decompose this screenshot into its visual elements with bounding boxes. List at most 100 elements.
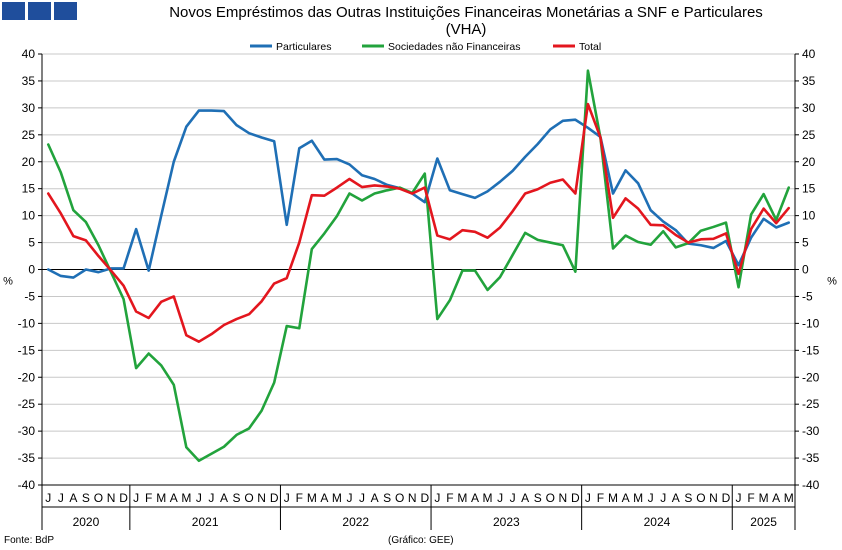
axes: -40 -40 -35 -35 -30 -30 -25 -25 -20 -20 -15 -15 -10 -… [3, 47, 837, 530]
x-tick-label-month: J [133, 491, 139, 505]
x-tick-label-month: M [784, 491, 794, 505]
y-tick-label-right: 35 [802, 74, 816, 88]
x-tick-label-year: 2023 [493, 515, 520, 529]
y-tick-label-left: -15 [18, 343, 36, 357]
y-tick-label-left: 10 [22, 209, 36, 223]
x-tick-label-month: S [233, 491, 241, 505]
y-tick-label-right: -30 [802, 424, 820, 438]
y-tick-label-right: 15 [802, 182, 816, 196]
x-tick-label-month: F [747, 491, 754, 505]
x-tick-label-month: J [736, 491, 742, 505]
legend-label: Total [579, 41, 601, 53]
y-tick-label-right: 40 [802, 47, 816, 61]
x-tick-label-month: J [196, 491, 202, 505]
y-tick-label-right: 10 [802, 209, 816, 223]
x-tick-label-month: A [772, 491, 780, 505]
y-tick-label-right: 25 [802, 128, 816, 142]
y-tick-label-left: -20 [18, 370, 36, 384]
x-tick-label-month: D [270, 491, 279, 505]
x-tick-label-month: A [69, 491, 77, 505]
x-tick-label-month: N [107, 491, 116, 505]
logo-block [2, 2, 25, 20]
x-tick-label-month: J [58, 491, 64, 505]
x-tick-label-month: N [257, 491, 266, 505]
x-tick-label-month: O [94, 491, 103, 505]
x-tick-label-month: J [648, 491, 654, 505]
y-tick-label-right: 20 [802, 155, 816, 169]
y-tick-label-left: 0 [28, 263, 35, 277]
y-tick-label-right: -25 [802, 397, 820, 411]
series-line-sociedades-n-o-financeiras [46, 69, 791, 463]
x-tick-label-month: A [320, 491, 328, 505]
y-axis-unit-left: % [3, 276, 13, 288]
x-tick-label-month: F [446, 491, 453, 505]
x-tick-label-month: O [696, 491, 705, 505]
chart-title-line1: Novos Empréstimos das Outras Instituiçõe… [169, 4, 763, 21]
x-tick-label-month: M [759, 491, 769, 505]
logo-block [28, 2, 51, 20]
x-tick-label-month: A [471, 491, 479, 505]
x-tick-label-month: A [672, 491, 680, 505]
x-tick-label-month: N [709, 491, 718, 505]
x-tick-label-month: F [296, 491, 303, 505]
legend-label: Sociedades não Financeiras [388, 41, 521, 53]
chart-title: Novos Empréstimos das Outras Instituiçõe… [0, 4, 842, 38]
series-line-total [46, 102, 791, 343]
y-tick-label-left: 25 [22, 128, 36, 142]
y-tick-label-right: -15 [802, 343, 820, 357]
x-tick-label-year: 2024 [644, 515, 671, 529]
x-tick-label-month: J [284, 491, 290, 505]
x-tick-label-month: F [597, 491, 604, 505]
x-tick-label-month: J [208, 491, 214, 505]
y-tick-label-right: -5 [802, 289, 813, 303]
x-tick-label-month: S [684, 491, 692, 505]
x-tick-label-month: N [408, 491, 417, 505]
brand-logo [2, 2, 77, 20]
y-tick-label-right: -40 [802, 478, 820, 492]
y-tick-label-left: -35 [18, 451, 36, 465]
line-chart: -40 -40 -35 -35 -30 -30 -25 -25 -20 -20 -15 -15 -10 -… [3, 41, 837, 530]
source-note: Fonte: BdP [4, 535, 55, 546]
y-tick-label-right: -35 [802, 451, 820, 465]
credit-note: (Gráfico: GEE) [388, 535, 454, 546]
x-tick-label-year: 2021 [192, 515, 219, 529]
x-tick-label-month: O [244, 491, 253, 505]
x-tick-label-month: D [722, 491, 731, 505]
y-tick-label-left: -30 [18, 424, 36, 438]
x-tick-label-month: A [521, 491, 529, 505]
y-tick-label-left: 40 [22, 47, 36, 61]
y-tick-label-left: 5 [28, 236, 35, 250]
x-tick-label-month: J [434, 491, 440, 505]
series-line-particulares [46, 109, 791, 279]
x-tick-label-month: D [571, 491, 580, 505]
y-tick-label-left: 20 [22, 155, 36, 169]
x-tick-label-month: M [608, 491, 618, 505]
x-tick-label-year: 2025 [750, 515, 777, 529]
x-tick-label-month: D [420, 491, 429, 505]
series-lines [46, 69, 791, 463]
x-tick-label-month: M [457, 491, 467, 505]
y-tick-label-right: -20 [802, 370, 820, 384]
y-tick-label-right: 5 [802, 236, 809, 250]
x-tick-label-month: S [534, 491, 542, 505]
x-tick-label-month: M [483, 491, 493, 505]
y-tick-label-right: -10 [802, 316, 820, 330]
y-tick-label-left: 30 [22, 101, 36, 115]
x-tick-label-month: O [546, 491, 555, 505]
x-tick-label-month: M [307, 491, 317, 505]
x-tick-label-month: S [383, 491, 391, 505]
y-tick-label-left: -25 [18, 397, 36, 411]
x-tick-label-month: J [346, 491, 352, 505]
x-tick-label-month: A [371, 491, 379, 505]
x-tick-label-month: A [170, 491, 178, 505]
legend: Particulares Sociedades não Financeiras To… [250, 41, 601, 53]
y-tick-label-left: -10 [18, 316, 36, 330]
x-tick-label-month: M [156, 491, 166, 505]
x-tick-label-month: M [633, 491, 643, 505]
y-tick-label-right: 30 [802, 101, 816, 115]
chart-title-line2: (VHA) [445, 21, 487, 38]
y-axis-unit-right: % [827, 276, 837, 288]
y-tick-label-left: 35 [22, 74, 36, 88]
x-tick-label-month: A [220, 491, 228, 505]
x-tick-label-year: 2020 [73, 515, 100, 529]
